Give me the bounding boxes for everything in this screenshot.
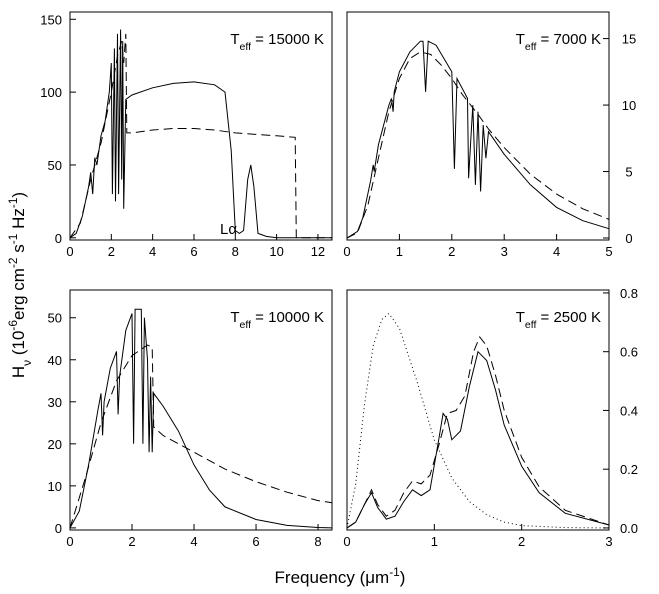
x-tick-label: 0 <box>343 244 350 259</box>
temperature-label-part: = 7000 K <box>536 31 601 48</box>
temperature-label-part: eff <box>525 319 537 331</box>
data-line <box>69 29 332 239</box>
data-line <box>346 312 610 529</box>
x-tick-label: 5 <box>605 244 612 259</box>
x-tick-label: 8 <box>314 534 321 549</box>
y-tick-label: 15 <box>622 32 636 47</box>
data-line <box>69 33 332 239</box>
x-tick-label: 0 <box>66 534 73 549</box>
y-tick-label: 50 <box>48 158 62 173</box>
x-axis-label: Frequency (μm-1) <box>275 565 406 587</box>
y-tick-label: 50 <box>48 311 62 326</box>
temperature-label-part: T <box>516 31 525 48</box>
y-tick-label: 0.4 <box>620 403 638 418</box>
y-tick-label: 20 <box>48 437 62 452</box>
x-tick-label: 1 <box>396 244 403 259</box>
x-axis-label-part: ) <box>400 568 406 587</box>
x-tick-label: 1 <box>431 534 438 549</box>
temperature-label-part: = 10000 K <box>251 309 324 326</box>
x-axis-label-part: Frequency (μm <box>275 568 390 587</box>
y-axis-label-part: s <box>9 244 28 257</box>
x-tick-label: 6 <box>190 244 197 259</box>
y-axis-label-part: (10 <box>9 331 28 360</box>
y-axis-label-part: -1 <box>6 233 20 244</box>
y-axis-label-part: erg cm <box>9 268 28 320</box>
x-tick-label: 12 <box>311 244 325 259</box>
y-tick-label: 100 <box>40 85 62 100</box>
temperature-label: Teff = 10000 K <box>230 309 324 331</box>
data-line <box>346 40 610 239</box>
x-tick-label: 4 <box>553 244 560 259</box>
temperature-label-part: = 2500 K <box>536 309 601 326</box>
x-tick-label: 8 <box>232 244 239 259</box>
y-axis-label-part: Hz <box>9 208 28 234</box>
y-tick-label: 0.2 <box>620 462 638 477</box>
temperature-label-part: = 15000 K <box>251 31 324 48</box>
y-axis-label-part: ) <box>9 192 28 198</box>
temperature-label-part: T <box>230 309 239 326</box>
temperature-label-part: T <box>516 309 525 326</box>
y-tick-label: 0.6 <box>620 345 638 360</box>
data-line <box>346 350 610 529</box>
y-axis-label-part: -2 <box>6 257 20 268</box>
data-line <box>346 336 610 529</box>
data-line <box>346 51 610 239</box>
plot-frame <box>346 11 610 241</box>
x-tick-label: 2 <box>128 534 135 549</box>
y-tick-label: 0 <box>55 521 62 536</box>
y-tick-label: 150 <box>40 12 62 27</box>
y-tick-label: 0 <box>55 231 62 246</box>
plot-frame <box>69 289 333 531</box>
y-axis-label: Hν (10-6erg cm-2 s-1 Hz-1) <box>6 192 34 378</box>
x-tick-label: 2 <box>518 534 525 549</box>
plot-frame <box>69 11 333 241</box>
temperature-label-part: eff <box>240 319 252 331</box>
y-tick-label: 5 <box>625 165 632 180</box>
y-tick-label: 10 <box>48 479 62 494</box>
x-tick-label: 4 <box>149 244 156 259</box>
x-tick-label: 3 <box>501 244 508 259</box>
y-tick-label: 10 <box>622 98 636 113</box>
x-tick-label: 2 <box>108 244 115 259</box>
y-tick-label: 30 <box>48 395 62 410</box>
plot-frame <box>346 289 610 531</box>
x-tick-label: 4 <box>190 534 197 549</box>
temperature-label: Teff = 15000 K <box>230 31 324 53</box>
y-tick-label: 0.8 <box>620 286 638 301</box>
y-axis-label-part: -6 <box>6 320 20 331</box>
x-tick-label: 3 <box>605 534 612 549</box>
line-label: Lα <box>220 221 237 238</box>
x-tick-label: 0 <box>343 534 350 549</box>
data-line <box>69 344 333 529</box>
x-tick-label: 6 <box>252 534 259 549</box>
y-tick-label: 0 <box>625 231 632 246</box>
x-tick-label: 10 <box>269 244 283 259</box>
y-tick-label: 0.0 <box>620 521 638 536</box>
temperature-label-part: eff <box>240 41 252 53</box>
x-tick-label: 2 <box>448 244 455 259</box>
temperature-label-part: T <box>230 31 239 48</box>
y-axis-label-part: -1 <box>6 197 20 208</box>
temperature-label: Teff = 2500 K <box>516 309 601 331</box>
x-axis-label-part: -1 <box>389 565 400 579</box>
data-line <box>69 308 333 529</box>
y-axis-label-part: ν <box>20 360 34 366</box>
y-tick-label: 40 <box>48 353 62 368</box>
x-tick-label: 0 <box>66 244 73 259</box>
temperature-label: Teff = 7000 K <box>516 31 601 53</box>
temperature-label-part: eff <box>525 41 537 53</box>
y-axis-label-part: H <box>9 366 28 378</box>
